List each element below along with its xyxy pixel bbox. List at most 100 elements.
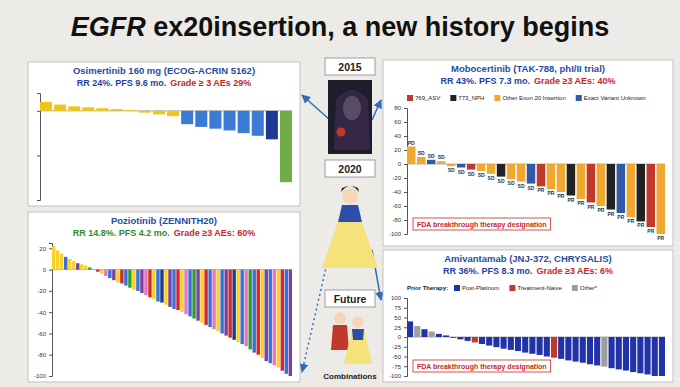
bar: [450, 337, 456, 339]
bar: [557, 164, 565, 192]
bar: [124, 270, 127, 286]
bar: [277, 270, 280, 368]
chart-subtitle: RR 14.8%. PFS 4.2 mo.Grade ≥3 AEs: 60%: [73, 228, 256, 238]
tick-mark: [37, 155, 40, 156]
bar: [609, 337, 615, 368]
bar: [257, 270, 260, 355]
tick-label: -60: [37, 331, 46, 337]
timeline-item: 2020: [325, 160, 375, 177]
legend-label: Other Exon 20 Insertion: [502, 95, 565, 101]
timeline-label: 2015: [338, 61, 362, 73]
bar: [447, 164, 455, 166]
bar: [224, 270, 227, 336]
tick: 0: [43, 267, 52, 273]
bar: [40, 102, 52, 111]
tick-label: -75: [392, 364, 401, 370]
tick-mark: [404, 108, 407, 109]
tick-label: 60: [394, 119, 401, 125]
legend-swatch: [450, 95, 456, 101]
princess-bodice: [352, 329, 364, 340]
response-label: SD: [418, 150, 425, 156]
bar: [587, 164, 595, 203]
bar: [164, 270, 167, 305]
tick: -20: [392, 175, 407, 181]
tick-label: 0: [398, 334, 402, 340]
bar: [200, 270, 203, 323]
tick-label: -20: [392, 175, 401, 181]
legend-label: Exact Variant Unknown: [584, 95, 646, 101]
bar: [659, 337, 665, 376]
witch-bg: [328, 80, 372, 154]
title-part: ex20insertion, a new history begins: [146, 12, 610, 42]
legend-label: Post-Platinum: [462, 285, 499, 291]
bar: [192, 270, 195, 319]
bar: [657, 164, 665, 234]
bar: [156, 270, 159, 302]
bar: [565, 337, 571, 360]
legend-label: 773_NPH: [458, 95, 484, 101]
bar: [76, 263, 79, 269]
bar: [116, 270, 119, 283]
y-axis: 1007550250-25-50-75-100: [389, 295, 408, 379]
bar: [601, 337, 607, 367]
timeline-item: Future: [325, 290, 375, 307]
sw-face: [342, 188, 358, 204]
timeline-label: 2020: [338, 163, 362, 175]
bar: [479, 337, 485, 344]
subtitle-text: RR 43%. PFS 7.3 mo.: [440, 76, 530, 86]
response-label: SD: [508, 180, 515, 186]
tick-mark: [404, 178, 407, 179]
bar: [172, 270, 175, 309]
bar: [587, 337, 593, 364]
bar: [617, 164, 625, 213]
tick: -100: [34, 373, 52, 379]
tick-mark: [49, 270, 52, 271]
designation-text: FDA breakthrough therapy designation: [417, 221, 547, 229]
chart-subtitle: RR 43%. PFS 7.3 mo.Grade ≥3 AEs: 40%: [440, 76, 615, 86]
bar: [140, 270, 143, 293]
bar: [96, 108, 108, 111]
bar: [82, 107, 94, 111]
illustrations: [322, 80, 378, 364]
bar: [269, 270, 272, 364]
axis-line: [49, 244, 53, 377]
bar: [184, 270, 187, 315]
bar: [144, 270, 147, 296]
tick-mark: [404, 298, 407, 299]
bar: [80, 264, 83, 269]
tick-label: 0: [398, 161, 402, 167]
slide-title: EGFR ex20insertion, a new history begins: [71, 12, 610, 42]
slide: EGFR ex20insertion, a new history begins…: [0, 0, 680, 387]
bar: [128, 270, 131, 288]
tick-mark: [404, 308, 407, 309]
legend-swatch: [509, 285, 515, 291]
axis-line: [404, 109, 408, 235]
tick-mark: [49, 333, 52, 334]
background: [0, 0, 680, 387]
bar: [537, 337, 543, 355]
response-label: PR: [547, 190, 554, 196]
bar: [558, 337, 564, 359]
bar: [407, 147, 415, 165]
chart-title: Osimertinib 160 mg (ECOG-ACRIN 5162): [73, 65, 255, 76]
bar: [68, 259, 71, 270]
bar: [637, 337, 643, 373]
panel-frame: [383, 60, 673, 246]
bar: [573, 337, 579, 362]
prince-face: [334, 312, 346, 324]
tick-label: 100: [391, 295, 402, 301]
y-axis: 200-20-40-60-80-100: [34, 244, 53, 380]
bar: [537, 164, 545, 186]
bar: [56, 250, 59, 269]
bar: [68, 106, 80, 110]
bar: [421, 329, 427, 337]
bar: [437, 161, 445, 164]
tick: -40: [392, 189, 407, 195]
legend-swatch: [576, 95, 582, 101]
title-part: EGFR: [71, 12, 147, 42]
bar: [515, 337, 521, 351]
bar: [216, 270, 219, 332]
tick-mark: [49, 376, 52, 377]
tick-mark: [404, 136, 407, 137]
bar: [457, 337, 463, 339]
